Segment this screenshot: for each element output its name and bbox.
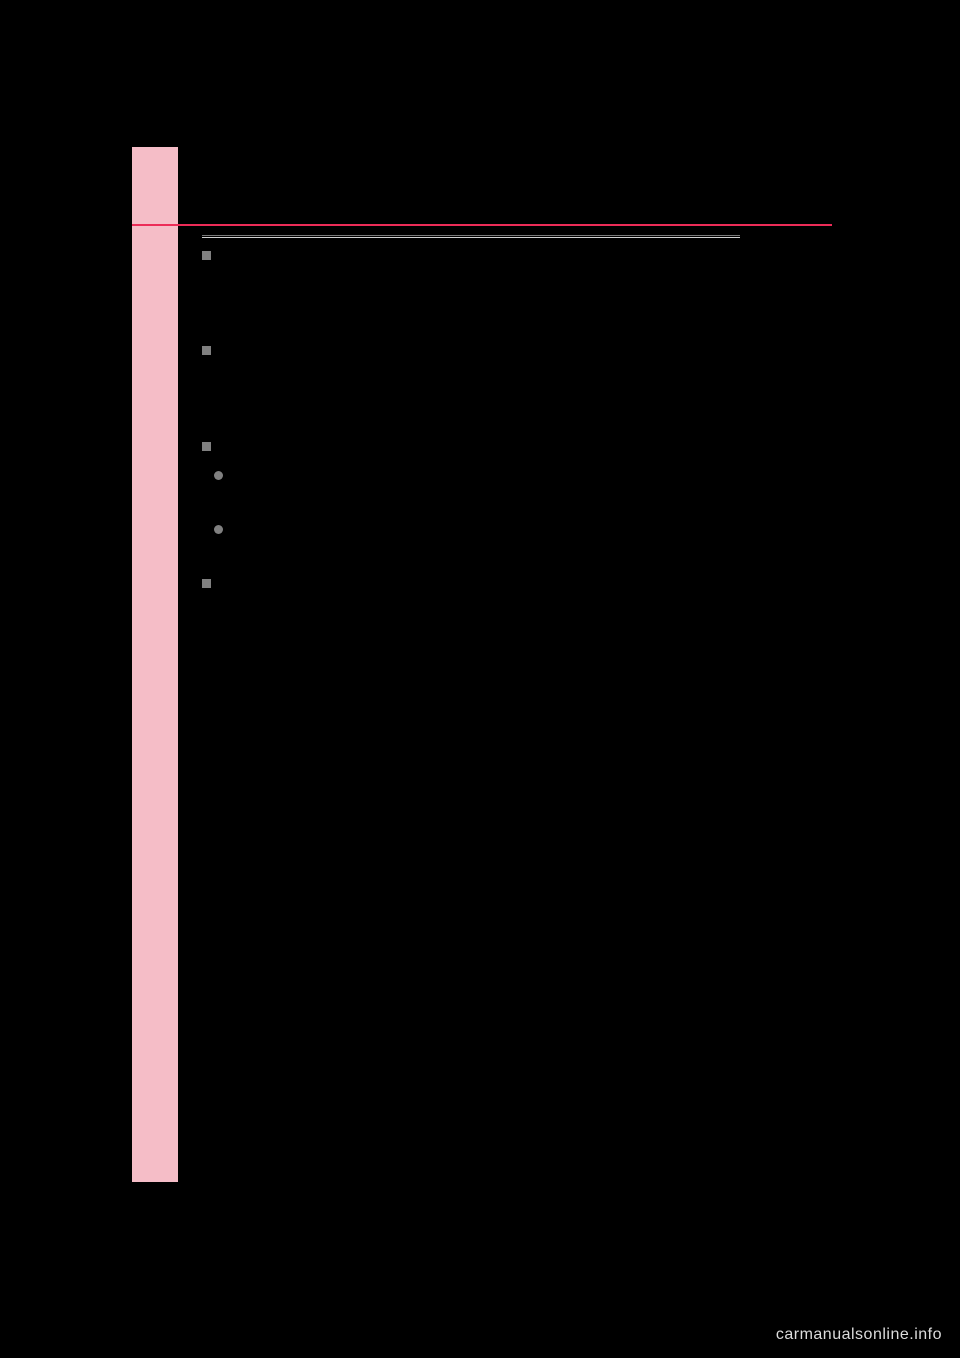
item-text: Do not allow children to play with the s…	[221, 269, 802, 329]
item-title: Seat belt damage and wear	[221, 576, 802, 593]
square-bullet-icon	[202, 579, 211, 588]
watermark-text: carmanualsonline.info	[776, 1326, 942, 1344]
section-item: When children are in the vehicle Do not …	[202, 248, 802, 329]
content-area: When children are in the vehicle Do not …	[202, 235, 812, 712]
dot-bullet-icon	[214, 471, 223, 480]
square-bullet-icon	[202, 442, 211, 451]
section-subitem: Always make sure the shoulder belt passe…	[202, 468, 802, 508]
item-title: When children are in the vehicle	[221, 248, 802, 265]
section-item: Adjustable shoulder anchor (front and re…	[202, 439, 802, 460]
section-item: Seat belt pretensioners If the pretensio…	[202, 343, 802, 424]
header-rule	[132, 224, 832, 226]
section-tab-sidebar	[132, 147, 178, 1182]
item-text: Do not damage the seat belts by allowing…	[221, 597, 802, 698]
square-bullet-icon	[202, 251, 211, 260]
item-text: Failure to do so could reduce the amount…	[233, 522, 802, 562]
section-item: Seat belt damage and wear Do not damage …	[202, 576, 802, 698]
page-number: 62	[190, 177, 204, 192]
item-title: Adjustable shoulder anchor (front and re…	[221, 439, 802, 456]
manual-page: 62 1-1. For safe use When children are i…	[132, 147, 832, 1182]
section-subitem: Failure to do so could reduce the amount…	[202, 522, 802, 562]
square-bullet-icon	[202, 346, 211, 355]
dot-bullet-icon	[214, 525, 223, 534]
section-path: 1-1. For safe use	[238, 177, 341, 192]
page-header: 62 1-1. For safe use	[178, 147, 832, 224]
item-title: Seat belt pretensioners	[221, 343, 802, 360]
item-text: If the pretensioner has activated, the S…	[221, 364, 802, 424]
content-top-rule	[202, 235, 740, 238]
item-text: Always make sure the shoulder belt passe…	[233, 468, 802, 508]
